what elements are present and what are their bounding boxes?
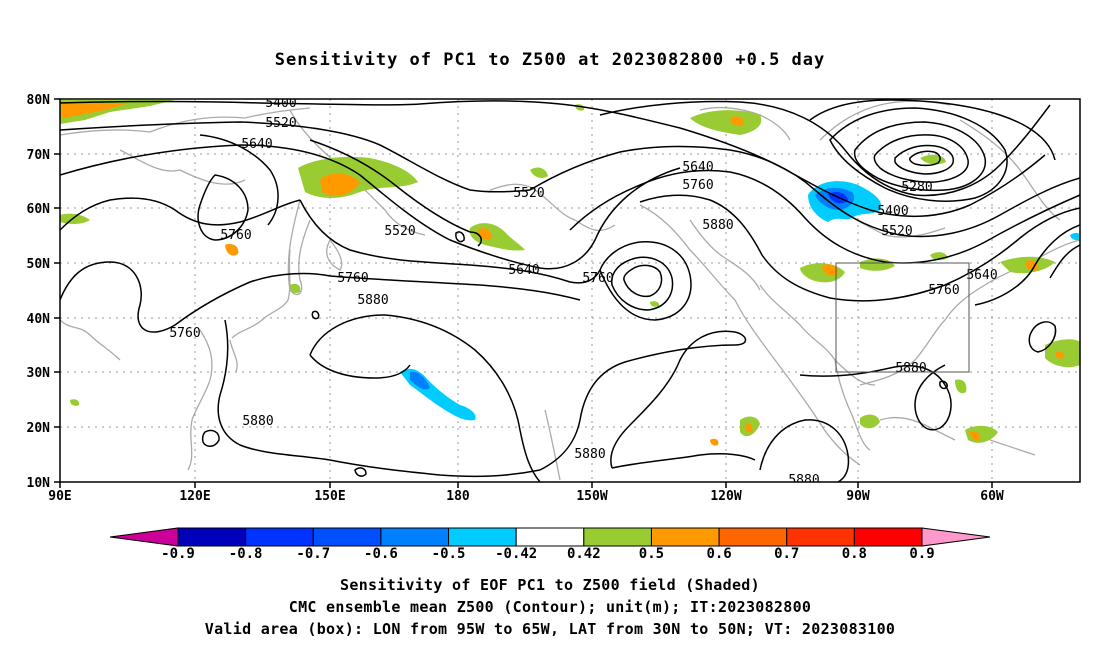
- contour-label: 5400: [877, 204, 908, 219]
- contour-label: 5880: [574, 447, 605, 462]
- colorbar-label: 0.6: [706, 546, 731, 562]
- contour-label: 5520: [265, 116, 296, 131]
- contour-label: 5880: [702, 218, 733, 233]
- colorbar-label: 0.42: [567, 546, 601, 562]
- chart-title: Sensitivity of PC1 to Z500 at 2023082800…: [274, 50, 826, 70]
- colorbar-label: -0.7: [296, 546, 330, 562]
- colorbar-label: 0.9: [909, 546, 934, 562]
- colorbar-cell: [515, 527, 585, 547]
- contour-label: 5400: [265, 96, 296, 111]
- colorbar-cell: [245, 527, 314, 547]
- lat-label: 20N: [27, 421, 51, 436]
- lat-label: 80N: [27, 93, 51, 108]
- lat-label: 70N: [27, 148, 51, 163]
- colorbar-label: 0.8: [842, 546, 867, 562]
- contour-label: 5760: [220, 228, 251, 243]
- plot-frame: [59, 98, 1081, 483]
- contour-label: 5640: [966, 268, 997, 283]
- lon-label: 120E: [179, 489, 210, 504]
- lat-label: 40N: [27, 312, 51, 327]
- colorbar-label: 0.5: [639, 546, 664, 562]
- colorbar-labels: -0.9 -0.8 -0.7 -0.6 -0.5 -0.42 0.42 0.5 0.6 0.7 0.…: [161, 546, 935, 562]
- colorbar-cell: [853, 527, 923, 547]
- lon-label: 120W: [710, 489, 741, 504]
- lon-label: 150E: [314, 489, 345, 504]
- colorbar-cell: [718, 527, 788, 547]
- caption-line-1: Sensitivity of EOF PC1 to Z500 field (Sh…: [340, 576, 760, 594]
- colorbar-cell: [312, 527, 382, 547]
- colorbar: -0.9 -0.8 -0.7 -0.6 -0.5 -0.42 0.42 0.5 0.6 0.7 0.…: [109, 527, 991, 562]
- colorbar-label: 0.7: [774, 546, 799, 562]
- z500-contours: [60, 99, 1080, 482]
- lon-label: 180: [446, 489, 470, 504]
- contour-label: 5760: [928, 283, 959, 298]
- contour-label: 5880: [357, 293, 388, 308]
- lat-label: 50N: [27, 257, 51, 272]
- lon-label: 150W: [576, 489, 607, 504]
- colorbar-label: -0.9: [161, 546, 195, 562]
- lon-label: 90W: [846, 489, 870, 504]
- lat-label: 10N: [27, 476, 51, 491]
- contour-label: 5760: [682, 178, 713, 193]
- colorbar-label: -0.8: [229, 546, 263, 562]
- contour-label: 5520: [384, 224, 415, 239]
- coastlines: [60, 100, 1080, 481]
- colorbar-cells: [177, 527, 923, 547]
- colorbar-label: -0.42: [495, 546, 537, 562]
- contour-labels: 5400 5520 5640 5520 5520 5640 5760 5760 …: [169, 96, 997, 488]
- contour-label: 5880: [895, 361, 926, 376]
- contour-label: 5760: [337, 271, 368, 286]
- lat-label: 60N: [27, 202, 51, 217]
- colorbar-cell: [177, 527, 247, 547]
- sensitivity-shading: [60, 100, 1080, 446]
- contour-label: 5880: [788, 473, 819, 488]
- contour-label: 5760: [169, 326, 200, 341]
- contour-label: 5640: [241, 137, 272, 152]
- lat-label: 30N: [27, 366, 51, 381]
- colorbar-label: -0.6: [364, 546, 398, 562]
- contour-label: 5520: [513, 186, 544, 201]
- contour-label: 5640: [508, 263, 539, 278]
- colorbar-cell: [448, 527, 517, 547]
- latitude-labels: 80N 70N 60N 50N 40N 30N 20N 10N: [27, 93, 51, 491]
- colorbar-cell: [380, 527, 450, 547]
- contour-label: 5520: [881, 224, 912, 239]
- lon-label: 90E: [48, 489, 71, 504]
- contour-label: 5760: [582, 271, 613, 286]
- caption-line-2: CMC ensemble mean Z500 (Contour); unit(m…: [288, 598, 812, 616]
- colorbar-cell: [786, 527, 855, 547]
- longitude-labels: 90E 120E 150E 180 150W 120W 90W 60W: [48, 489, 1004, 504]
- colorbar-low-triangle: [109, 527, 179, 547]
- colorbar-label: -0.5: [432, 546, 466, 562]
- contour-label: 5280: [901, 180, 932, 195]
- caption-line-3: Valid area (box): LON from 95W to 65W, L…: [204, 620, 896, 638]
- caption: Sensitivity of EOF PC1 to Z500 field (Sh…: [0, 574, 1100, 640]
- contour-label: 5640: [682, 160, 713, 175]
- colorbar-cell: [650, 527, 720, 547]
- contour-label: 5880: [242, 414, 273, 429]
- axis-ticks: [54, 98, 993, 488]
- valid-area-box: [835, 262, 970, 373]
- colorbar-high-triangle: [921, 527, 991, 547]
- colorbar-cell: [583, 527, 652, 547]
- lon-label: 60W: [980, 489, 1004, 504]
